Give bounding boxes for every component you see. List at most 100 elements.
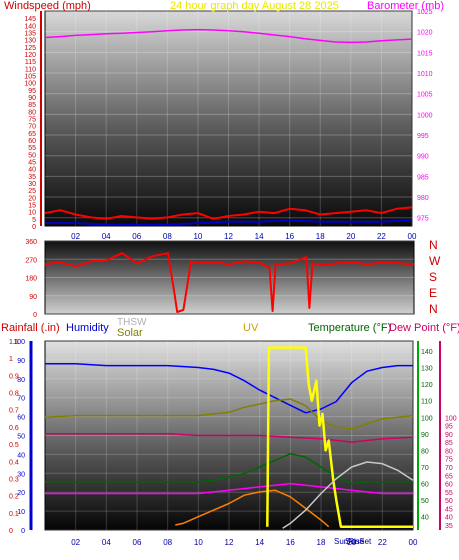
- temperature-tick-label: 40: [421, 515, 429, 522]
- direction-tick-label: 180: [25, 276, 37, 283]
- x-tick-label: 06: [132, 232, 141, 241]
- temperature-tick-label: 120: [421, 382, 433, 389]
- windspeed-tick-label: 45: [28, 160, 36, 167]
- windspeed-tick-label: 15: [28, 203, 36, 210]
- windspeed-tick-label: 110: [25, 66, 36, 73]
- rainfall-tick-label: 0.9: [9, 373, 19, 380]
- barometer-tick-label: 1005: [417, 92, 433, 99]
- windspeed-tick-label: 25: [28, 188, 36, 195]
- temperature-tick-label: 110: [421, 399, 432, 406]
- series-uv: [266, 346, 413, 528]
- rainfall-tick-label: 0.4: [9, 459, 19, 466]
- windspeed-tick-label: 80: [28, 109, 36, 116]
- direction-tick-label: 90: [29, 294, 37, 301]
- sunset-label: SunSet: [345, 537, 372, 546]
- x-tick-label: 00: [408, 232, 417, 241]
- windspeed-tick-label: 105: [24, 74, 36, 81]
- compass-label: N: [429, 302, 438, 316]
- rainfall-axis-title: Rainfall (.in): [1, 322, 60, 334]
- rainfall-tick-label: 1: [9, 356, 13, 363]
- x-tick-label: 10: [193, 232, 202, 241]
- windspeed-tick-label: 35: [28, 174, 36, 181]
- compass-label: E: [429, 286, 437, 300]
- rainfall-tick-label: 0.1: [9, 511, 19, 518]
- humidity-tick-label: 60: [17, 415, 25, 422]
- windspeed-tick-label: 30: [28, 181, 36, 188]
- dewpoint-tick-label: 55: [445, 490, 453, 497]
- wind-direction-series: [44, 252, 415, 313]
- x-tick-label: 08: [163, 538, 172, 547]
- barometer-tick-label: 980: [417, 195, 429, 202]
- barometer-axis-ticks: 975 980 985 990 995 1000 1005 1010 1015 1020 1025: [417, 9, 433, 223]
- windspeed-tick-label: 115: [25, 59, 36, 66]
- humidity-axis-title: Humidity: [66, 322, 109, 334]
- x-tick-label: 18: [316, 232, 325, 241]
- wind-baro-grid: [45, 10, 413, 226]
- barometer-tick-label: 1020: [417, 30, 433, 37]
- humidity-tick-label: 50: [17, 434, 25, 441]
- windspeed-tick-label: 125: [24, 45, 36, 52]
- barometer-axis-title: Barometer (mb): [367, 0, 444, 12]
- windspeed-tick-label: 5: [32, 217, 36, 224]
- series-wind-average: [45, 219, 413, 226]
- windspeed-tick-label: 55: [28, 145, 36, 152]
- temperature-tick-label: 80: [421, 448, 429, 455]
- barometer-tick-label: 1010: [417, 71, 433, 78]
- x-tick-label: 04: [102, 232, 111, 241]
- temperature-axis-title: Temperature (°F): [308, 322, 391, 334]
- barometer-tick-label: 990: [417, 154, 429, 161]
- series-direction: [44, 252, 415, 313]
- barometer-tick-label: 1015: [417, 50, 433, 57]
- x-tick-label: 06: [133, 538, 142, 547]
- dewpoint-tick-label: 65: [445, 473, 453, 480]
- windspeed-tick-label: 85: [28, 102, 36, 109]
- temperature-tick-label: 130: [421, 366, 433, 373]
- wind-direction-axis-ticks: 0 90 180 270 360: [25, 239, 37, 319]
- windspeed-tick-label: 95: [28, 88, 36, 95]
- dewpoint-tick-label: 75: [445, 457, 453, 464]
- solar-label: Solar: [117, 327, 143, 339]
- windspeed-tick-label: 100: [24, 81, 36, 88]
- x-tick-label: 16: [285, 232, 294, 241]
- windspeed-tick-label: 70: [28, 124, 36, 131]
- rainfall-tick-label: 0.8: [9, 391, 19, 398]
- x-tick-label: 14: [255, 538, 264, 547]
- temperature-tick-label: 100: [421, 415, 433, 422]
- windspeed-tick-label: 130: [24, 38, 36, 45]
- windspeed-tick-label: 50: [28, 152, 36, 159]
- uv-label: UV: [243, 322, 259, 334]
- rainfall-tick-label: 1.1: [9, 339, 19, 346]
- windspeed-tick-label: 0: [32, 224, 36, 231]
- x-tick-label: 22: [378, 538, 387, 547]
- barometer-tick-label: 995: [417, 133, 429, 140]
- climate-series: [44, 346, 414, 529]
- x-tick-label: 00: [409, 538, 418, 547]
- rainfall-tick-label: 0.5: [9, 442, 19, 449]
- climate-grid: [45, 340, 414, 531]
- humidity-tick-label: 100: [13, 339, 25, 346]
- series-solar: [175, 489, 330, 528]
- windspeed-tick-label: 20: [28, 195, 36, 202]
- humidity-tick-label: 10: [17, 509, 25, 516]
- windspeed-tick-label: 145: [24, 16, 36, 23]
- windspeed-tick-label: 120: [24, 52, 36, 59]
- sunrise-label: SunRise: [334, 537, 365, 546]
- series-temperature-pink-: [45, 482, 413, 495]
- windspeed-tick-label: 90: [28, 95, 36, 102]
- humidity-tick-label: 80: [17, 377, 25, 384]
- barometer-tick-label: 985: [417, 174, 429, 181]
- x-tick-label: 22: [377, 232, 386, 241]
- windspeed-tick-label: 60: [28, 138, 36, 145]
- direction-tick-label: 0: [33, 312, 37, 319]
- x-tick-label: 02: [71, 538, 80, 547]
- windspeed-tick-label: 65: [28, 131, 36, 138]
- x-tick-label: 14: [255, 232, 264, 241]
- x-tick-label: 20: [347, 538, 356, 547]
- x-tick-label: 12: [224, 232, 233, 241]
- x-tick-label: 04: [102, 538, 111, 547]
- humidity-tick-label: 20: [17, 490, 25, 497]
- barometer-tick-label: 1000: [417, 112, 433, 119]
- dewpoint-tick-label: 95: [445, 424, 453, 431]
- x-tick-label: 20: [346, 232, 355, 241]
